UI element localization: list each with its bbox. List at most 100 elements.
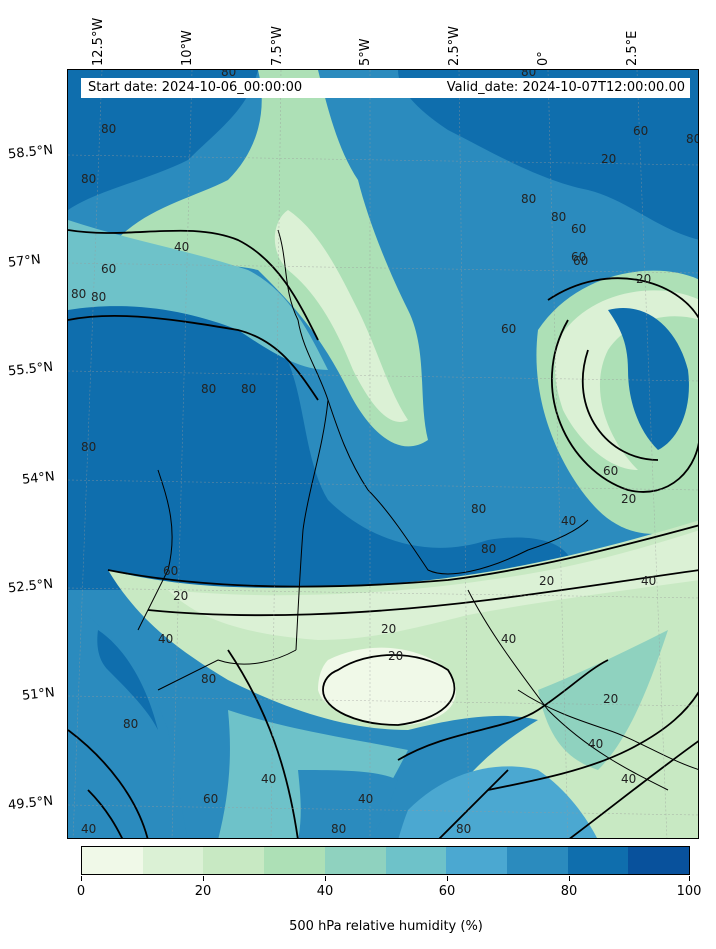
contour-label: 60 <box>633 124 648 138</box>
lon-label-5W: 5°W <box>358 38 373 66</box>
contour-label: 20 <box>381 622 396 636</box>
lat-label-55.5N: 55.5°N <box>7 359 54 380</box>
contour-label: 20 <box>388 649 403 663</box>
colorbar-segment <box>82 847 143 874</box>
lat-label-49.5N: 49.5°N <box>7 793 54 814</box>
contour-label: 80 <box>521 192 536 206</box>
contour-label: 40 <box>588 737 603 751</box>
colorbar-label: 500 hPa relative humidity (%) <box>289 919 483 934</box>
contour-label: 60 <box>603 464 618 478</box>
lon-label-2.5W: 2.5°W <box>447 25 462 66</box>
lat-label-54N: 54°N <box>21 469 56 488</box>
lon-label-2.5E: 2.5°E <box>625 30 640 66</box>
colorbar-tick <box>325 876 326 881</box>
contour-label: 80 <box>481 542 496 556</box>
contour-label: 20 <box>601 152 616 166</box>
date-header: Start date: 2024-10-06_00:00:00 Valid_da… <box>81 78 690 98</box>
graticule <box>68 70 698 838</box>
colorbar-tick-label: 0 <box>76 884 86 899</box>
contour-label: 80 <box>471 502 486 516</box>
fill-southwest-dark <box>97 630 158 730</box>
lat-label-51N: 51°N <box>21 685 56 704</box>
contour-label: 40 <box>561 514 576 528</box>
contour-label: 40 <box>358 792 373 806</box>
colorbar-segment <box>142 847 204 874</box>
colorbar-segment <box>385 847 447 874</box>
lat-label-57N: 57°N <box>7 252 42 271</box>
contour-label: 60 <box>163 564 178 578</box>
colorbar-tick-label: 80 <box>560 884 578 899</box>
colorbar-tick-label: 40 <box>316 884 334 899</box>
fill-east-swirl-core <box>608 308 689 450</box>
contour-label: 40 <box>641 574 656 588</box>
contour-label: 80 <box>456 822 471 836</box>
lon-label-12.5W: 12.5°W <box>91 17 106 66</box>
contour-label: 60 <box>501 322 516 336</box>
colorbar-segment <box>203 847 265 874</box>
contour-label: 20 <box>539 574 554 588</box>
contour-label: 80 <box>91 290 106 304</box>
colorbar-segment <box>506 847 568 874</box>
contour-label: 80 <box>241 382 256 396</box>
contours <box>68 229 698 838</box>
colorbar-tick <box>203 876 204 881</box>
colorbar-segment <box>264 847 325 874</box>
contour-label: 40 <box>261 772 276 786</box>
fill-west-dark <box>68 250 574 590</box>
contour-label: 80 <box>81 172 96 186</box>
fill-north-lighter-core <box>274 210 408 422</box>
lon-label-10W: 10°W <box>180 30 195 66</box>
contour-label: 60 <box>203 792 218 806</box>
contour-label: 40 <box>621 772 636 786</box>
contour-label: 20 <box>621 492 636 506</box>
fill-east-swirl-inner <box>554 290 698 470</box>
valid-date: Valid_date: 2024-10-07T12:00:00.00 <box>446 80 685 95</box>
contour-label: 20 <box>603 692 618 706</box>
colorbar <box>81 846 690 875</box>
contour-label: 80 <box>686 132 699 146</box>
lon-label-7.5W: 7.5°W <box>270 25 285 66</box>
fill-southeast-green <box>538 630 668 770</box>
map-canvas: 80 80 80 40 60 80 80 60 20 80 80 80 80 6… <box>68 70 699 838</box>
contour-label: 20 <box>636 272 651 286</box>
contour-labels: 80 80 80 40 60 80 80 60 20 80 80 80 80 6… <box>71 70 699 836</box>
lon-label-0: 0° <box>536 51 551 66</box>
fill-southwest-blue <box>68 600 188 838</box>
start-date: Start date: 2024-10-06_00:00:00 <box>88 80 303 95</box>
colorbar-tick <box>689 876 690 881</box>
contour-label: 80 <box>123 717 138 731</box>
humidity-map[interactable]: 80 80 80 40 60 80 80 60 20 80 80 80 80 6… <box>67 69 699 839</box>
colorbar-segment <box>567 847 629 874</box>
contour-label: 60 <box>101 262 116 276</box>
fill-south-pale-blob <box>318 647 456 725</box>
contour-label: 60 <box>571 222 586 236</box>
lat-label-58.5N: 58.5°N <box>7 142 54 163</box>
contour-label: 80 <box>551 210 566 224</box>
fill-north-dark <box>68 70 258 210</box>
colorbar-tick-label: 60 <box>438 884 456 899</box>
contour-label: 40 <box>174 240 189 254</box>
contour-label: 80 <box>521 70 536 79</box>
contour-label: 60 <box>573 254 588 268</box>
contour-label: 80 <box>101 122 116 136</box>
fill-south-blue-wedge <box>298 770 398 838</box>
contour-label: 80 <box>201 672 216 686</box>
colorbar-tick <box>81 876 82 881</box>
colorbar-segment <box>628 847 690 874</box>
fill-northeast-dark <box>398 70 698 240</box>
contour-label: 80 <box>201 382 216 396</box>
colorbar-tick <box>569 876 570 881</box>
fill-south-lightest <box>168 530 698 640</box>
colorbar-tick-label: 20 <box>194 884 212 899</box>
contour-label: 20 <box>173 589 188 603</box>
contour-label: 40 <box>501 632 516 646</box>
lat-label-52.5N: 52.5°N <box>7 576 54 597</box>
fill-southeast-blue <box>398 766 597 838</box>
fill-mid-teal <box>68 220 328 370</box>
colorbar-tick <box>447 876 448 881</box>
contour-label: 40 <box>158 632 173 646</box>
contour-label: 80 <box>71 287 86 301</box>
colorbar-tick-label: 100 <box>676 884 702 899</box>
contour-label: 60 <box>571 250 586 264</box>
colorbar-segment <box>446 847 507 874</box>
